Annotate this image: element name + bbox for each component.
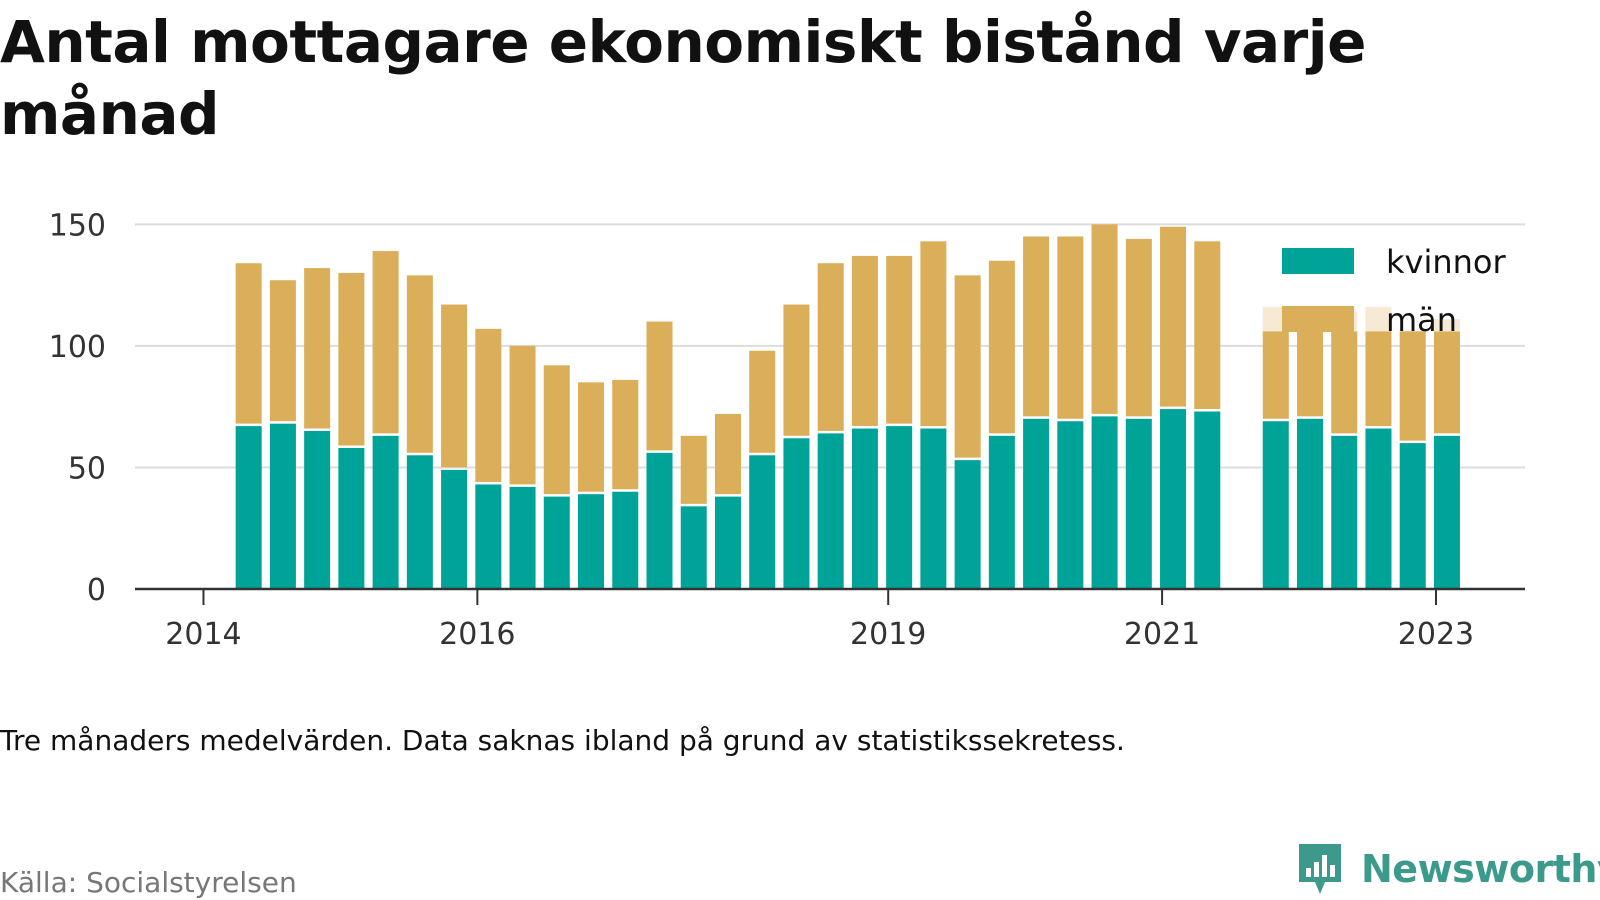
bar-man [235, 263, 262, 424]
bar-kvinnor [886, 426, 913, 589]
bar-man [1091, 224, 1118, 414]
y-tick-label: 150 [49, 208, 106, 243]
bar-kvinnor [1057, 421, 1084, 589]
bar-kvinnor [680, 506, 707, 589]
bar-man [304, 268, 331, 429]
bar-man [714, 413, 741, 495]
y-tick-label: 100 [49, 330, 106, 365]
x-tick-label: 2021 [1124, 617, 1200, 652]
bar-man [1194, 241, 1221, 410]
bar-man [920, 241, 947, 427]
bar-kvinnor [988, 435, 1015, 589]
bar-kvinnor [304, 430, 331, 589]
bar-kvinnor [954, 460, 981, 589]
bar-kvinnor [475, 484, 502, 589]
bar-man [1296, 331, 1324, 417]
bar-man-missing [1365, 306, 1392, 332]
x-tick-label: 2019 [850, 617, 926, 652]
bar-man [1399, 331, 1426, 441]
chart-note: Tre månaders medelvärden. Data saknas ib… [0, 724, 1125, 757]
bar-kvinnor [1023, 418, 1050, 589]
x-tick-label: 2014 [165, 617, 241, 652]
bar-man [406, 275, 433, 453]
legend-label: män [1386, 301, 1457, 339]
chart-title: Antal mottagare ekonomiskt bistånd varje… [0, 8, 1367, 148]
bar-kvinnor [851, 428, 878, 589]
bar-man [441, 304, 468, 468]
bar-man [1023, 236, 1050, 417]
bar-kvinnor [646, 452, 673, 589]
bar-man-missing [1433, 319, 1460, 332]
bar-kvinnor [783, 438, 810, 589]
bar-kvinnor [920, 428, 947, 589]
bar-kvinnor [1399, 443, 1426, 589]
bar-man [509, 345, 536, 485]
legend-swatch [1282, 248, 1354, 274]
bar-kvinnor [406, 455, 433, 589]
newsworthy-logo-icon [1299, 844, 1341, 894]
bar-kvinnor [1365, 428, 1392, 589]
bar-man [988, 260, 1015, 434]
axes: 0 50 100 150 2014 2016 2019 2021 2023 [49, 208, 1525, 652]
bar-man [851, 255, 878, 427]
bar-kvinnor [543, 496, 570, 589]
source-label: Källa: Socialstyrelsen [0, 866, 297, 899]
bar-man [1262, 331, 1289, 419]
bar-man [475, 328, 502, 482]
bar-man [543, 365, 570, 495]
bar-man [954, 275, 981, 458]
bar-man [749, 350, 776, 453]
bar-kvinnor [817, 433, 844, 589]
x-tick-label: 2023 [1398, 617, 1474, 652]
bar-kvinnor [1091, 416, 1118, 589]
x-tick-label: 2016 [439, 617, 515, 652]
legend-label: kvinnor [1386, 243, 1507, 281]
bar-kvinnor [612, 491, 639, 589]
bar-man [1365, 331, 1392, 427]
bar-man [886, 255, 913, 424]
bar-man [1433, 331, 1460, 434]
y-tick-label: 50 [68, 451, 106, 486]
bar-man [1125, 238, 1152, 417]
bar-man [680, 435, 707, 504]
bar-kvinnor [1160, 409, 1187, 589]
bar-kvinnor [441, 469, 468, 589]
bar-kvinnor [235, 426, 262, 589]
bar-kvinnor [578, 494, 605, 589]
bar-kvinnor [338, 447, 365, 589]
legend: kvinnor män [1282, 243, 1507, 339]
bar-man [646, 321, 673, 451]
bar-kvinnor [372, 435, 399, 589]
bar-man [783, 304, 810, 436]
bar-kvinnor [1194, 411, 1221, 589]
y-tick-label: 0 [87, 573, 106, 608]
bar-man [372, 251, 399, 434]
bar-kvinnor [1331, 435, 1358, 589]
bars [235, 224, 1460, 589]
bar-kvinnor [1262, 421, 1289, 589]
bar-man [612, 379, 639, 490]
bar-man [817, 263, 844, 431]
bar-kvinnor [1125, 418, 1152, 589]
bar-kvinnor [749, 455, 776, 589]
bar-kvinnor [714, 496, 741, 589]
bar-man [578, 382, 605, 492]
bar-man [269, 280, 296, 422]
bar-man [338, 272, 365, 446]
legend-swatch [1282, 306, 1354, 332]
bar-kvinnor [1433, 435, 1460, 589]
bar-man [1160, 226, 1187, 407]
brand-logo-link[interactable]: Newsworthy [1295, 840, 1600, 898]
bar-kvinnor [509, 486, 536, 589]
bar-man [1057, 236, 1084, 419]
bar-man [1331, 331, 1358, 434]
bar-kvinnor [1296, 418, 1324, 589]
brand-name: Newsworthy [1361, 847, 1600, 891]
bar-kvinnor [269, 423, 296, 589]
